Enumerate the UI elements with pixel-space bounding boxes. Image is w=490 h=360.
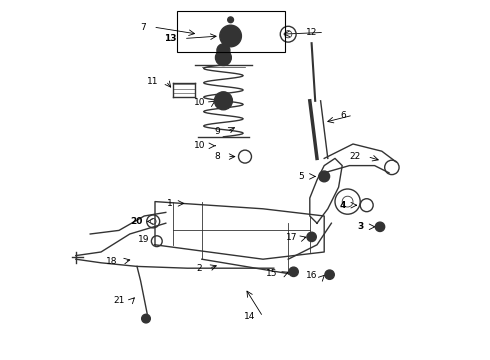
Text: 20: 20 xyxy=(130,217,143,226)
Text: 12: 12 xyxy=(306,28,317,37)
Text: 3: 3 xyxy=(358,222,364,231)
Text: 9: 9 xyxy=(214,127,220,136)
Text: 13: 13 xyxy=(164,34,176,43)
Text: 5: 5 xyxy=(298,172,304,181)
Circle shape xyxy=(216,50,231,66)
Text: 2: 2 xyxy=(196,264,202,273)
Bar xyxy=(176,11,285,52)
Text: 17: 17 xyxy=(286,233,297,242)
Circle shape xyxy=(319,171,330,182)
Circle shape xyxy=(307,232,316,242)
Text: 10: 10 xyxy=(194,141,205,150)
Text: 10: 10 xyxy=(194,98,205,107)
Text: 11: 11 xyxy=(147,77,159,86)
Text: 16: 16 xyxy=(305,271,317,280)
Circle shape xyxy=(325,270,334,279)
Circle shape xyxy=(228,17,233,23)
Text: 1: 1 xyxy=(167,199,173,208)
Text: 19: 19 xyxy=(138,235,149,244)
Circle shape xyxy=(289,267,298,276)
Circle shape xyxy=(217,44,230,57)
Text: 14: 14 xyxy=(245,312,256,321)
Circle shape xyxy=(375,222,385,231)
Text: 4: 4 xyxy=(340,201,346,210)
Circle shape xyxy=(142,314,150,323)
Text: 7: 7 xyxy=(140,23,146,32)
Circle shape xyxy=(220,25,242,47)
Text: 18: 18 xyxy=(106,256,117,266)
Text: 22: 22 xyxy=(349,152,360,161)
Circle shape xyxy=(215,92,232,110)
Text: 6: 6 xyxy=(340,111,346,120)
Text: 21: 21 xyxy=(113,296,124,305)
Text: 15: 15 xyxy=(266,269,277,278)
Text: 8: 8 xyxy=(214,152,220,161)
Circle shape xyxy=(226,32,235,40)
